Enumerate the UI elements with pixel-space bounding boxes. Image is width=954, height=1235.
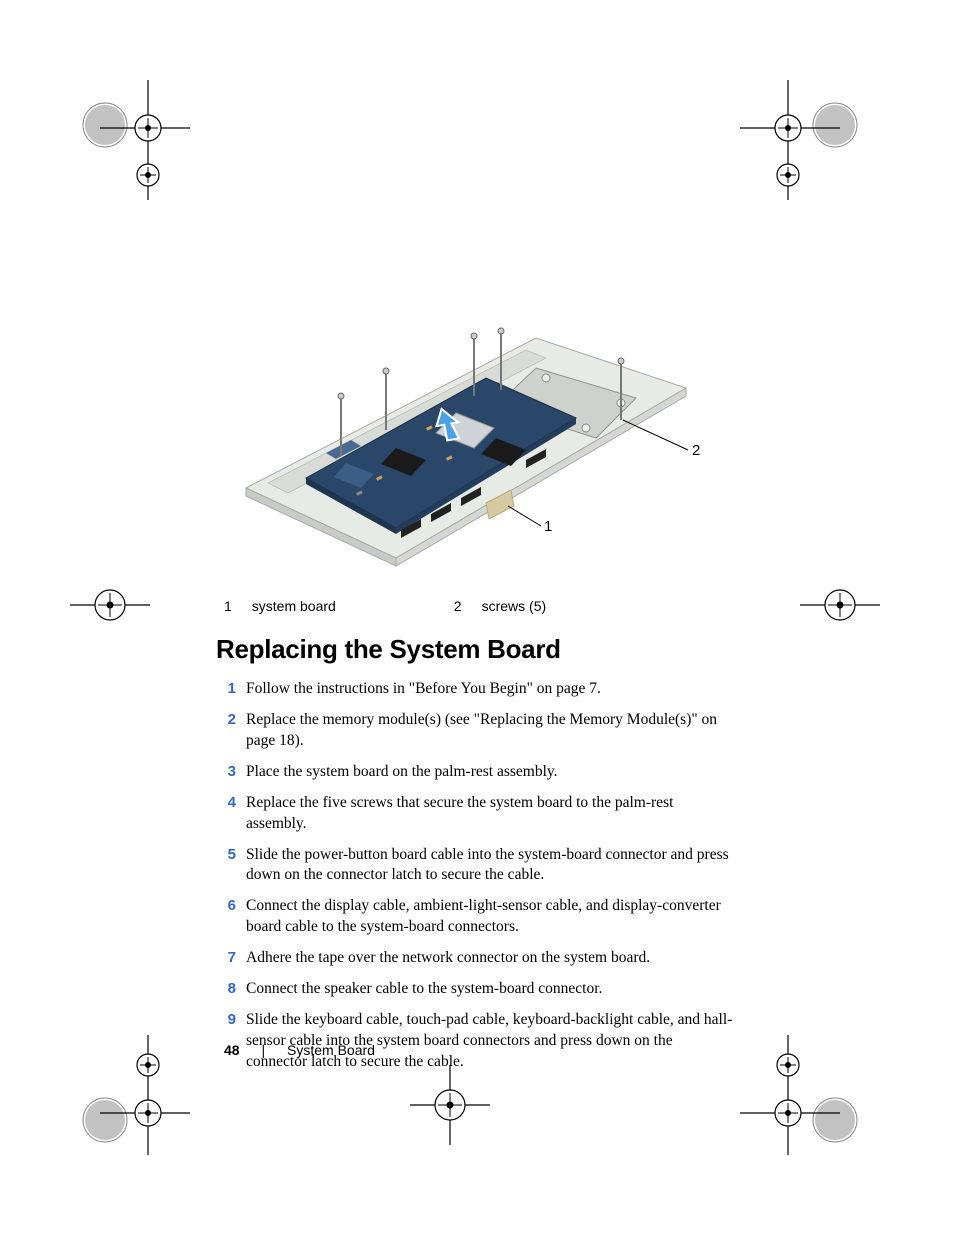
regmark-icon [800, 565, 880, 645]
legend-num: 2 [454, 598, 480, 614]
step-item: Replace the memory module(s) (see "Repla… [216, 710, 736, 752]
regmark-icon [740, 1035, 860, 1155]
step-item: Slide the power-button board cable into … [216, 845, 736, 887]
step-item: Connect the speaker cable to the system-… [216, 979, 736, 1000]
legend-label: system board [252, 598, 452, 614]
figure-legend: 1 system board 2 screws (5) [222, 596, 684, 616]
footer-divider: | [261, 1042, 265, 1058]
section-heading: Replacing the System Board [216, 634, 736, 665]
step-item: Replace the five screws that secure the … [216, 793, 736, 835]
step-item: Connect the display cable, ambient-light… [216, 896, 736, 938]
regmark-icon [70, 1035, 190, 1155]
figure-callout-2: 2 [692, 442, 700, 459]
step-item: Place the system board on the palm-rest … [216, 762, 736, 783]
arrow-cursor-icon [431, 406, 467, 455]
regmark-icon [70, 80, 190, 200]
step-item: Follow the instructions in "Before You B… [216, 679, 736, 700]
page-number: 48 [224, 1042, 240, 1058]
regmark-icon [740, 80, 860, 200]
footer-section: System Board [287, 1042, 375, 1058]
step-item: Adhere the tape over the network connect… [216, 948, 736, 969]
legend-label: screws (5) [482, 598, 682, 614]
figure-callout-1: 1 [544, 518, 552, 535]
regmark-icon [70, 565, 150, 645]
legend-num: 1 [224, 598, 250, 614]
procedure-steps: Follow the instructions in "Before You B… [216, 679, 736, 1073]
system-board-figure: 1 2 [226, 278, 726, 578]
page-footer: 48 | System Board [224, 1042, 375, 1058]
page-content: 1 2 1 system board 2 screws (5) Replacin… [216, 278, 736, 1083]
